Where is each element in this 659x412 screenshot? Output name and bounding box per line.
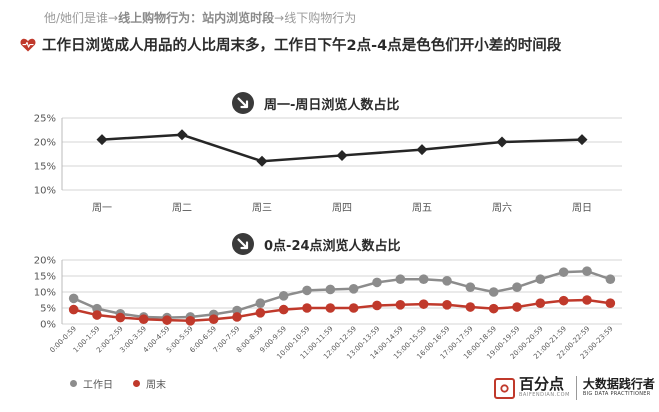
hourly-data-point-weekday bbox=[605, 274, 616, 285]
hourly-data-point-weekend bbox=[185, 316, 196, 326]
weekly-x-tick-label: 周日 bbox=[572, 202, 592, 214]
breadcrumb-arrow-2: → bbox=[274, 11, 285, 25]
hourly-y-tick-label: 0% bbox=[40, 320, 56, 331]
trend-down-arrow-icon bbox=[232, 233, 254, 255]
hourly-data-point-weekend bbox=[208, 314, 219, 325]
weekly-x-tick-label: 周六 bbox=[492, 202, 512, 214]
weekly-data-point bbox=[416, 144, 428, 156]
headline: 工作日浏览成人用品的人比周末多，工作日下午2点-4点是色色们开小差的时间段 bbox=[20, 34, 650, 55]
weekly-data-point bbox=[576, 134, 588, 146]
hourly-data-point-weekday bbox=[302, 285, 312, 296]
section-weekly-header: 周一-周日浏览人数占比 bbox=[232, 92, 399, 114]
hourly-data-point-weekend bbox=[348, 303, 359, 313]
hourly-y-tick-label: 10% bbox=[34, 288, 56, 299]
hourly-data-point-weekend bbox=[92, 310, 102, 320]
hourly-series-line-weekday bbox=[73, 269, 611, 319]
breadcrumb-colon: ： bbox=[190, 11, 203, 25]
breadcrumb-part-3: 站内浏览时段 bbox=[202, 11, 275, 25]
breadcrumb-arrow-1: → bbox=[108, 11, 119, 25]
weekly-data-point bbox=[496, 136, 508, 148]
hourly-data-point-weekday bbox=[558, 267, 569, 277]
legend-label-weekday: 工作日 bbox=[83, 380, 113, 391]
breadcrumb-part-1: 他/她们是谁 bbox=[44, 11, 109, 25]
logo-name: 百分点 bbox=[519, 375, 565, 393]
hourly-data-point-weekend bbox=[605, 298, 616, 309]
logo-slogan: 大数据践行者 bbox=[582, 377, 655, 391]
headline-text: 工作日浏览成人用品的人比周末多，工作日下午2点-4点是色色们开小差的时间段 bbox=[42, 38, 562, 54]
hourly-data-point-weekday bbox=[512, 282, 522, 293]
weekly-y-tick-label: 10% bbox=[34, 186, 56, 197]
baifendian-logo-icon bbox=[494, 377, 515, 399]
hourly-data-point-weekday bbox=[582, 266, 592, 277]
hourly-data-point-weekend bbox=[232, 312, 242, 322]
hourly-data-point-weekend bbox=[115, 312, 126, 323]
trend-down-arrow-icon bbox=[232, 92, 254, 114]
hourly-data-point-weekend bbox=[302, 303, 312, 313]
hourly-data-point-weekend bbox=[255, 308, 266, 318]
legend: 工作日 周末 bbox=[70, 376, 186, 391]
hourly-data-point-weekday bbox=[442, 276, 452, 286]
logo-divider bbox=[575, 376, 577, 400]
hourly-data-point-weekday bbox=[488, 287, 499, 297]
legend-item-weekday: 工作日 bbox=[70, 376, 113, 391]
logo-url: BAIFENDIAN.COM bbox=[519, 392, 570, 398]
weekly-data-point bbox=[96, 134, 108, 146]
weekly-data-point bbox=[336, 149, 348, 161]
hourly-data-point-weekend bbox=[512, 302, 522, 312]
hourly-data-point-weekday bbox=[255, 298, 266, 309]
breadcrumb-part-2: 线上购物行为 bbox=[118, 11, 191, 25]
breadcrumb: 他/她们是谁→线上购物行为：站内浏览时段→线下购物行为 bbox=[44, 9, 356, 26]
hourly-data-point-weekend bbox=[418, 299, 429, 309]
hourly-y-tick-label: 20% bbox=[34, 256, 56, 267]
heart-ecg-icon bbox=[20, 38, 36, 51]
weekly-y-tick-label: 15% bbox=[34, 162, 56, 173]
hourly-data-point-weekend bbox=[558, 295, 569, 306]
weekly-data-point bbox=[176, 129, 188, 141]
section-weekly-title: 周一-周日浏览人数占比 bbox=[264, 97, 400, 113]
hourly-data-point-weekend bbox=[278, 304, 289, 315]
hourly-data-point-weekend bbox=[395, 300, 406, 310]
legend-label-weekend: 周末 bbox=[146, 380, 166, 391]
hourly-data-point-weekday bbox=[465, 282, 476, 293]
legend-marker-weekday bbox=[70, 380, 77, 387]
weekly-x-tick-label: 周二 bbox=[172, 202, 192, 214]
hourly-data-point-weekend bbox=[138, 314, 149, 325]
weekly-x-tick-label: 周一 bbox=[92, 202, 112, 214]
weekly-y-tick-label: 20% bbox=[34, 138, 56, 149]
legend-item-weekend: 周末 bbox=[133, 376, 166, 391]
hourly-data-point-weekend bbox=[488, 303, 499, 314]
hourly-data-point-weekday bbox=[325, 284, 336, 295]
hourly-data-point-weekend bbox=[162, 315, 172, 325]
hourly-data-point-weekend bbox=[535, 298, 546, 309]
weekly-x-tick-label: 周三 bbox=[252, 202, 272, 214]
weekly-y-tick-label: 25% bbox=[34, 114, 56, 125]
breadcrumb-part-4: 线下购物行为 bbox=[284, 11, 357, 25]
hourly-data-point-weekend bbox=[372, 300, 382, 311]
section-hourly-header: 0点-24点浏览人数占比 bbox=[232, 233, 401, 255]
hourly-data-point-weekend bbox=[442, 300, 452, 310]
hourly-data-point-weekday bbox=[418, 274, 429, 285]
hourly-data-point-weekday bbox=[68, 293, 79, 304]
legend-marker-weekend bbox=[133, 380, 140, 387]
hourly-data-point-weekday bbox=[348, 284, 359, 294]
hourly-data-point-weekday bbox=[278, 291, 289, 301]
hourly-y-tick-label: 15% bbox=[34, 272, 56, 283]
brand-logo: 百分点 BAIFENDIAN.COM 大数据践行者 BIG DATA PRACT… bbox=[494, 376, 655, 400]
weekly-x-tick-label: 周四 bbox=[332, 202, 352, 214]
weekly-x-tick-label: 周五 bbox=[412, 202, 432, 214]
hourly-data-point-weekday bbox=[535, 274, 546, 285]
section-hourly-title: 0点-24点浏览人数占比 bbox=[264, 238, 401, 254]
logo-slogan-en: BIG DATA PRACTITIONER bbox=[582, 391, 651, 397]
hourly-data-point-weekday bbox=[395, 274, 406, 285]
hourly-data-point-weekend bbox=[325, 303, 336, 313]
weekly-data-point bbox=[256, 155, 268, 167]
hourly-data-point-weekday bbox=[372, 277, 382, 288]
hourly-y-tick-label: 5% bbox=[40, 304, 56, 315]
hourly-data-point-weekend bbox=[68, 304, 79, 315]
hourly-data-point-weekend bbox=[465, 302, 476, 312]
hourly-data-point-weekend bbox=[582, 295, 592, 305]
